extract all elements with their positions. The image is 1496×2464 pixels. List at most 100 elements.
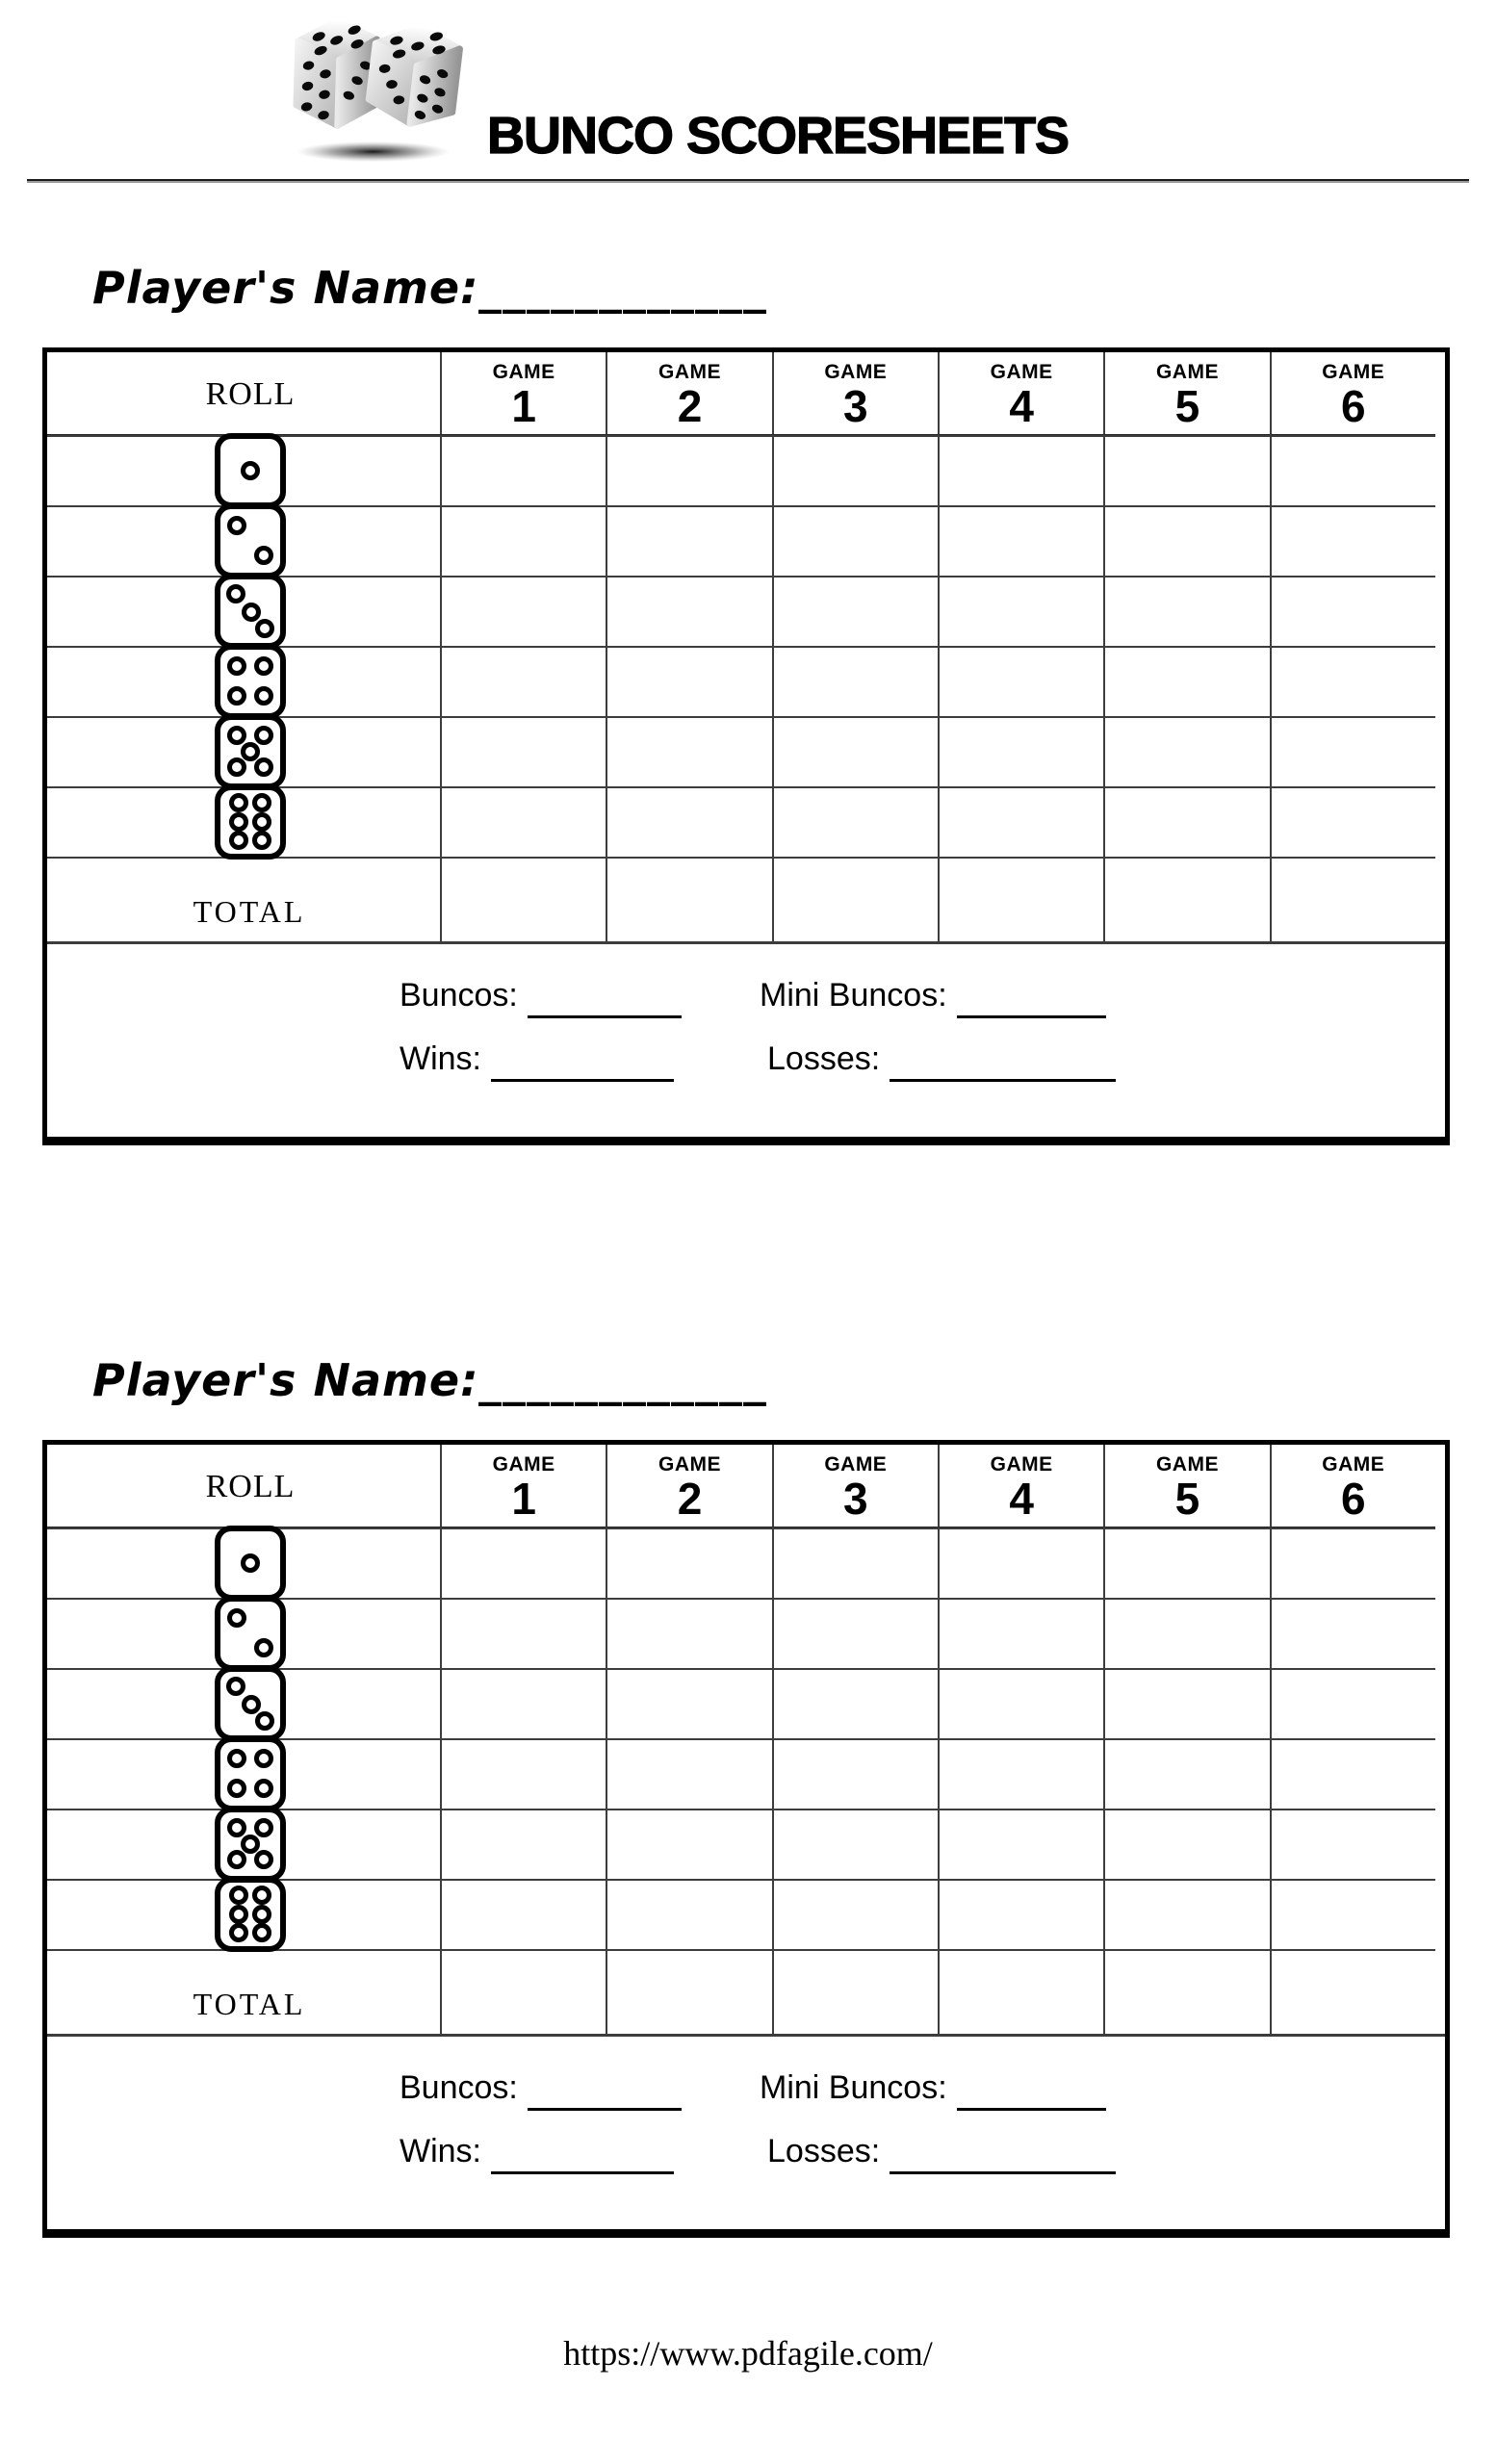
header-divider <box>27 179 1469 181</box>
score-cell[interactable] <box>937 786 1104 857</box>
score-cell[interactable] <box>771 1598 938 1668</box>
score-cell[interactable] <box>1269 435 1435 505</box>
score-cell[interactable] <box>1103 646 1270 716</box>
total-cell[interactable] <box>771 1949 938 2034</box>
score-cell[interactable] <box>440 1668 606 1738</box>
score-cell[interactable] <box>440 576 606 646</box>
score-cell[interactable] <box>440 435 606 505</box>
wins-label: Wins: <box>400 1040 481 1077</box>
game-3-header: GAME 3 <box>771 1445 938 1527</box>
mini-buncos-blank[interactable] <box>956 2108 1106 2111</box>
score-cell[interactable] <box>1103 505 1270 576</box>
player-name-line: Player's Name:____________ <box>92 266 768 310</box>
score-cell[interactable] <box>937 1598 1104 1668</box>
total-cell[interactable] <box>937 1949 1104 2034</box>
total-cell[interactable] <box>440 857 606 941</box>
losses-blank[interactable] <box>890 1079 1117 1082</box>
score-cell[interactable] <box>1269 1809 1435 1879</box>
score-cell[interactable] <box>606 435 772 505</box>
score-cell[interactable] <box>937 646 1104 716</box>
score-cell[interactable] <box>1269 1879 1435 1949</box>
score-cell[interactable] <box>1269 1598 1435 1668</box>
score-cell[interactable] <box>771 435 938 505</box>
score-cell[interactable] <box>440 1879 606 1949</box>
score-cell[interactable] <box>440 1809 606 1879</box>
score-cell[interactable] <box>1269 505 1435 576</box>
score-cell[interactable] <box>606 646 772 716</box>
score-cell[interactable] <box>937 1527 1104 1598</box>
score-cell[interactable] <box>771 1809 938 1879</box>
score-cell[interactable] <box>937 716 1104 786</box>
score-cell[interactable] <box>937 1668 1104 1738</box>
score-cell[interactable] <box>1269 1527 1435 1598</box>
player-name-blank[interactable]: ____________ <box>478 1354 768 1406</box>
score-cell[interactable] <box>1103 1527 1270 1598</box>
score-cell[interactable] <box>937 1738 1104 1809</box>
score-cell[interactable] <box>937 1879 1104 1949</box>
score-cell[interactable] <box>1103 1668 1270 1738</box>
score-cell[interactable] <box>1269 716 1435 786</box>
losses-blank[interactable] <box>890 2171 1117 2174</box>
score-cell[interactable] <box>440 1527 606 1598</box>
score-cell[interactable] <box>1103 1598 1270 1668</box>
score-cell[interactable] <box>1269 576 1435 646</box>
score-cell[interactable] <box>606 576 772 646</box>
total-cell[interactable] <box>1269 857 1435 941</box>
score-cell[interactable] <box>937 576 1104 646</box>
total-cell[interactable] <box>771 857 938 941</box>
score-cell[interactable] <box>937 505 1104 576</box>
score-cell[interactable] <box>937 1809 1104 1879</box>
score-cell[interactable] <box>1103 1738 1270 1809</box>
score-cell[interactable] <box>606 1527 772 1598</box>
buncos-blank[interactable] <box>527 2108 682 2111</box>
score-cell[interactable] <box>606 505 772 576</box>
score-cell[interactable] <box>606 716 772 786</box>
score-cell[interactable] <box>440 716 606 786</box>
score-cell[interactable] <box>606 786 772 857</box>
total-cell[interactable] <box>606 857 772 941</box>
score-cell[interactable] <box>440 505 606 576</box>
score-cell[interactable] <box>1103 716 1270 786</box>
score-cell[interactable] <box>771 1527 938 1598</box>
score-cell[interactable] <box>1269 1738 1435 1809</box>
score-cell[interactable] <box>1269 646 1435 716</box>
total-cell[interactable] <box>1103 857 1270 941</box>
score-cell[interactable] <box>1103 786 1270 857</box>
score-cell[interactable] <box>1103 1879 1270 1949</box>
score-cell[interactable] <box>606 1809 772 1879</box>
total-cell[interactable] <box>937 857 1104 941</box>
score-cell[interactable] <box>606 1668 772 1738</box>
score-cell[interactable] <box>771 646 938 716</box>
total-cell[interactable] <box>606 1949 772 2034</box>
wins-blank[interactable] <box>491 1079 674 1082</box>
score-cell[interactable] <box>1269 786 1435 857</box>
score-cell[interactable] <box>606 1598 772 1668</box>
score-cell[interactable] <box>771 1879 938 1949</box>
score-cell[interactable] <box>771 1668 938 1738</box>
mini-buncos-blank[interactable] <box>956 1015 1106 1018</box>
score-cell[interactable] <box>606 1879 772 1949</box>
score-cell[interactable] <box>937 435 1104 505</box>
score-cell[interactable] <box>1103 576 1270 646</box>
score-cell[interactable] <box>440 786 606 857</box>
total-cell[interactable] <box>1269 1949 1435 2034</box>
player-name-line: Player's Name:____________ <box>92 1358 768 1402</box>
score-cell[interactable] <box>1269 1668 1435 1738</box>
score-cell[interactable] <box>771 505 938 576</box>
buncos-blank[interactable] <box>527 1015 682 1018</box>
player-name-blank[interactable]: ____________ <box>478 262 768 314</box>
total-cell[interactable] <box>1103 1949 1270 2034</box>
score-cell[interactable] <box>771 786 938 857</box>
score-cell[interactable] <box>771 576 938 646</box>
score-cell[interactable] <box>440 646 606 716</box>
score-cell[interactable] <box>771 1738 938 1809</box>
score-cell[interactable] <box>771 716 938 786</box>
score-cell[interactable] <box>1103 435 1270 505</box>
score-cell[interactable] <box>440 1738 606 1809</box>
score-cell[interactable] <box>1103 1809 1270 1879</box>
score-cell[interactable] <box>440 1598 606 1668</box>
wins-blank[interactable] <box>491 2171 674 2174</box>
score-cell[interactable] <box>606 1738 772 1809</box>
total-cell[interactable] <box>440 1949 606 2034</box>
footer-url[interactable]: https://www.pdfagile.com/ <box>563 2334 933 2373</box>
